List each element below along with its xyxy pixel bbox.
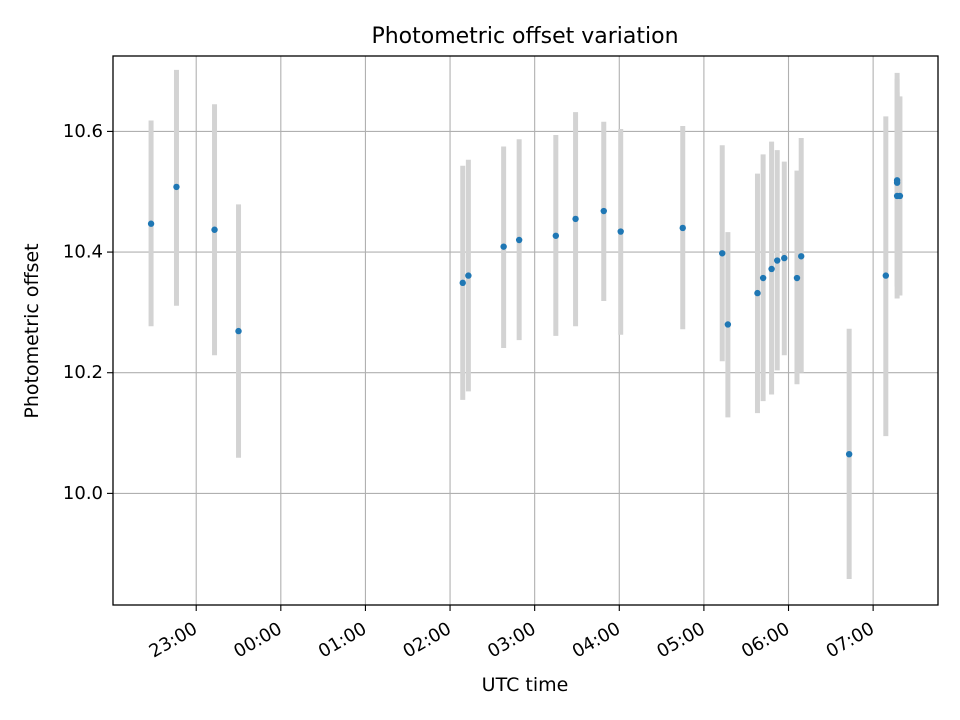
y-tick-label: 10.4: [63, 242, 103, 263]
data-point: [793, 274, 801, 282]
data-point: [896, 192, 904, 200]
data-point: [173, 183, 180, 191]
data-point: [465, 272, 472, 279]
data-point: [882, 272, 890, 279]
y-tick-label: 10.0: [63, 483, 103, 504]
data-point: [798, 253, 805, 260]
data-point: [679, 224, 686, 232]
data-point: [211, 226, 218, 233]
data-point: [724, 321, 732, 328]
data-point: [774, 257, 781, 264]
data-point: [768, 265, 775, 273]
data-point: [759, 274, 767, 282]
y-tick-label: 10.2: [63, 362, 103, 383]
data-point: [754, 289, 761, 297]
chart-title: Photometric offset variation: [371, 24, 678, 49]
data-point: [781, 254, 788, 262]
y-tick-label: 10.6: [63, 121, 103, 142]
data-point: [617, 228, 624, 235]
data-point: [600, 207, 607, 215]
y-axis-ticks: 10.0 10.2 10.4 10.6: [63, 121, 113, 504]
data-point: [572, 215, 579, 223]
data-point: [500, 243, 507, 250]
data-point: [552, 232, 560, 239]
y-axis-label: Photometric offset: [21, 243, 43, 418]
x-axis-label: UTC time: [482, 674, 569, 696]
data-point: [147, 220, 155, 227]
data-point: [719, 250, 726, 257]
data-point: [845, 450, 853, 458]
data-points: [147, 177, 904, 458]
data-point: [893, 179, 901, 186]
data-point: [459, 279, 466, 287]
data-point: [515, 236, 523, 244]
data-point: [235, 327, 242, 335]
plot-frame: [112, 55, 939, 606]
